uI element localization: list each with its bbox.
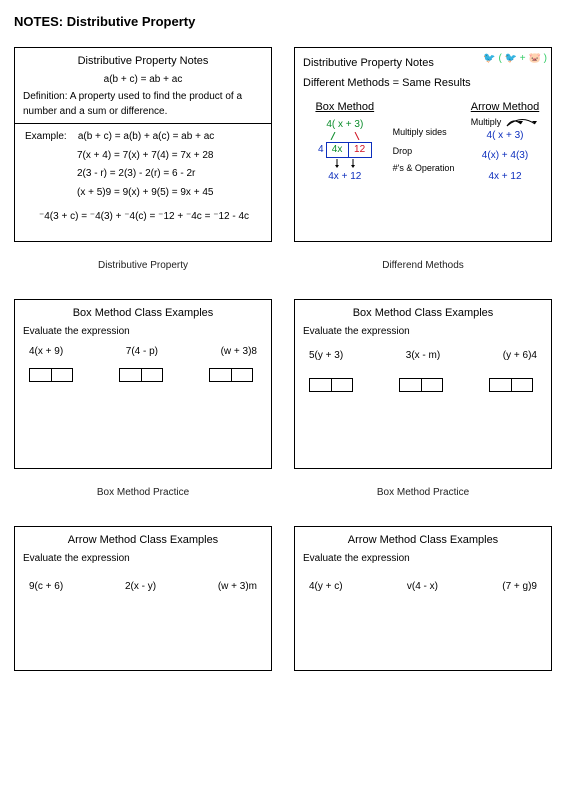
- panel-4-caption: Box Method Practice: [294, 487, 552, 498]
- step-1: Multiply sides: [393, 126, 461, 139]
- panel-4-card: Box Method Class Examples Evaluate the e…: [294, 299, 552, 469]
- panel-3-card: Box Method Class Examples Evaluate the e…: [14, 299, 272, 469]
- panel-2-col: 🐦 ( 🐦 + 🐷 ) Distributive Property Notes …: [294, 47, 552, 271]
- panel-1-ex3: 2(3 - r) = 2(3) - 2(r) = 6 - 2r: [23, 165, 263, 184]
- panel-3-col: Box Method Class Examples Evaluate the e…: [14, 299, 272, 498]
- step-3: #'s & Operation: [393, 162, 461, 175]
- panel-1-caption: Distributive Property: [14, 260, 272, 271]
- panel-6-e3: (7 + g)9: [502, 580, 537, 595]
- box-small-arrows-icon: [323, 132, 367, 140]
- panel-1-ex5: ⁻4(3 + c) = ⁻4(3) + ⁻4(c) = ⁻12 + ⁻4c = …: [23, 208, 263, 227]
- panel-2-box-side: Box Method 4( x + 3) 4 4x 12: [303, 100, 387, 185]
- box-cell-2: 12: [349, 143, 371, 157]
- panel-1-example-label: Example:: [25, 131, 67, 142]
- box-down-arrows-icon: [323, 159, 367, 169]
- panel-1-divider: [15, 123, 271, 124]
- panel-2-icons: 🐦 ( 🐦 + 🐷 ): [483, 52, 547, 67]
- panel-4-boxes: [303, 368, 543, 392]
- box-cell-1: 4x: [327, 143, 349, 157]
- page-title: NOTES: Distributive Property: [14, 14, 572, 29]
- panel-2-steps: Multiply sides Drop #'s & Operation: [393, 100, 461, 185]
- box-pair: [399, 378, 443, 392]
- panel-6-e2: v(4 - x): [407, 580, 438, 595]
- box-top-expr: 4( x + 3): [303, 118, 387, 133]
- arrow-line-3: 4x + 12: [467, 170, 543, 185]
- step-2: Drop: [393, 145, 461, 158]
- panel-2-subtitle: Different Methods = Same Results: [303, 74, 543, 94]
- panel-4-subtitle: Evaluate the expression: [303, 325, 543, 340]
- panel-4-e3: (y + 6)4: [503, 349, 537, 364]
- box-pair: [119, 368, 163, 382]
- panel-3-boxes: [23, 364, 263, 382]
- panel-3-subtitle: Evaluate the expression: [23, 325, 263, 340]
- panel-6-subtitle: Evaluate the expression: [303, 552, 543, 567]
- panel-1-ex1: a(b + c) = a(b) + a(c) = ab + ac: [78, 131, 214, 142]
- panel-4-e2: 3(x - m): [406, 349, 440, 364]
- panel-1-card: Distributive Property Notes a(b + c) = a…: [14, 47, 272, 242]
- panel-2-card: 🐦 ( 🐦 + 🐷 ) Distributive Property Notes …: [294, 47, 552, 242]
- panel-3-caption: Box Method Practice: [14, 487, 272, 498]
- panel-4-e1: 5(y + 3): [309, 349, 343, 364]
- arrow-multiply-label: Multiply: [471, 116, 502, 129]
- panel-4-col: Box Method Class Examples Evaluate the e…: [294, 299, 552, 498]
- panel-6-exprs: 4(y + c) v(4 - x) (7 + g)9: [303, 566, 543, 599]
- panel-5-title: Arrow Method Class Examples: [23, 533, 263, 549]
- panel-6-card: Arrow Method Class Examples Evaluate the…: [294, 526, 552, 671]
- box-grid: 4x 12: [326, 142, 372, 158]
- panel-3-e1: 4(x + 9): [29, 345, 63, 360]
- panel-2-caption: Differend Methods: [294, 260, 552, 271]
- panel-3-e2: 7(4 - p): [126, 345, 158, 360]
- panel-3-exprs: 4(x + 9) 7(4 - p) (w + 3)8: [23, 339, 263, 364]
- panel-5-e2: 2(x - y): [125, 580, 156, 595]
- arrow-curve-icon: [503, 116, 539, 128]
- panel-5-exprs: 9(c + 6) 2(x - y) (w + 3)m: [23, 566, 263, 599]
- box-four: 4: [318, 143, 324, 158]
- panel-1-definition: Definition: A property used to find the …: [23, 90, 263, 119]
- box-pair: [309, 378, 353, 392]
- panel-1-formula: a(b + c) = ab + ac: [23, 73, 263, 88]
- panel-4-title: Box Method Class Examples: [303, 306, 543, 322]
- panel-2-methods: Box Method 4( x + 3) 4 4x 12: [303, 100, 543, 185]
- panel-6-e1: 4(y + c): [309, 580, 343, 595]
- panel-1-title: Distributive Property Notes: [23, 54, 263, 70]
- arrow-line-2: 4(x) + 4(3): [467, 149, 543, 164]
- panel-grid: Distributive Property Notes a(b + c) = a…: [14, 47, 572, 699]
- panel-5-card: Arrow Method Class Examples Evaluate the…: [14, 526, 272, 671]
- panel-6-col: Arrow Method Class Examples Evaluate the…: [294, 526, 552, 671]
- arrow-expr: 4( x + 3): [467, 129, 543, 144]
- panel-1-ex2: 7(x + 4) = 7(x) + 7(4) = 7x + 28: [23, 147, 263, 166]
- panel-5-e3: (w + 3)m: [218, 580, 257, 595]
- panel-1-example-row: Example: a(b + c) = a(b) + a(c) = ab + a…: [23, 128, 263, 147]
- box-pair: [29, 368, 73, 382]
- panel-3-title: Box Method Class Examples: [23, 306, 263, 322]
- panel-5-col: Arrow Method Class Examples Evaluate the…: [14, 526, 272, 671]
- panel-6-title: Arrow Method Class Examples: [303, 533, 543, 549]
- panel-5-e1: 9(c + 6): [29, 580, 63, 595]
- panel-1-ex4: (x + 5)9 = 9(x) + 9(5) = 9x + 45: [23, 184, 263, 203]
- arrow-method-label: Arrow Method: [467, 100, 543, 116]
- panel-3-e3: (w + 3)8: [221, 345, 257, 360]
- box-pair: [209, 368, 253, 382]
- panel-5-subtitle: Evaluate the expression: [23, 552, 263, 567]
- panel-1-col: Distributive Property Notes a(b + c) = a…: [14, 47, 272, 271]
- panel-4-exprs: 5(y + 3) 3(x - m) (y + 6)4: [303, 339, 543, 368]
- panel-2-arrow-side: Arrow Method Multiply 4( x + 3) 4(x) + 4…: [467, 100, 543, 185]
- box-result: 4x + 12: [303, 170, 387, 185]
- box-pair: [489, 378, 533, 392]
- box-method-label: Box Method: [303, 100, 387, 116]
